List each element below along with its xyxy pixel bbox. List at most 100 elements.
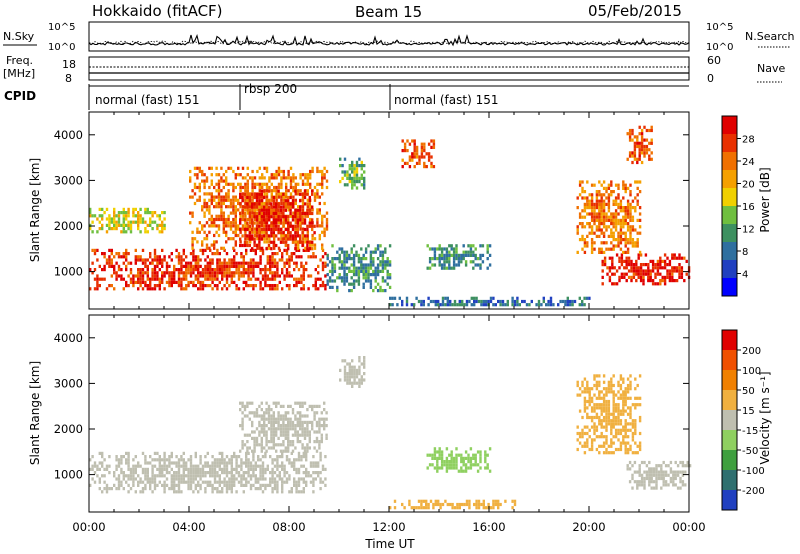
- power-cell-6: [427, 142, 431, 146]
- velocity-cell-5: [631, 438, 635, 442]
- velocity-cell-2: [351, 359, 354, 363]
- power-cell-2: [299, 208, 302, 212]
- power-cell-0: [273, 271, 277, 275]
- power-cell-0: [252, 248, 255, 252]
- power-cell-2: [279, 218, 283, 222]
- power-cell-8: [480, 303, 483, 307]
- velocity-cell-0: [300, 490, 303, 494]
- power-cell-10: [605, 225, 608, 229]
- velocity-cell-1: [311, 427, 314, 431]
- velocity-cell-2: [355, 375, 359, 379]
- power-cell-0: [101, 252, 104, 256]
- velocity-cell-0: [247, 474, 250, 478]
- power-cell-8: [429, 299, 433, 304]
- power-cell-1: [251, 195, 254, 199]
- power-cell-2: [303, 189, 307, 193]
- power-cell-9: [651, 279, 655, 283]
- velocity-cell-0: [271, 490, 274, 494]
- velocity-cell-0: [276, 490, 279, 494]
- power-cell-10: [602, 225, 606, 229]
- power-cell-8: [528, 303, 531, 307]
- velocity-cell-4: [440, 466, 444, 470]
- velocity-cell-0: [163, 490, 166, 494]
- velocity-cell-0: [242, 490, 245, 494]
- power-cell-3: [127, 207, 130, 211]
- velocity-cell-0: [295, 480, 298, 484]
- power-cell-11: [638, 125, 641, 129]
- power-cell-0: [137, 277, 140, 281]
- power-cell-10: [638, 225, 642, 229]
- power-cell-1: [311, 208, 314, 212]
- power-cell-1: [306, 198, 309, 202]
- velocity-cell-3: [497, 499, 500, 503]
- power-cell-4: [372, 269, 375, 273]
- power-cell-7: [486, 250, 489, 254]
- power-cell-0: [271, 284, 274, 288]
- velocity-cell-5: [629, 444, 632, 448]
- power-cell-1: [193, 182, 197, 186]
- power-cell-8: [427, 303, 430, 307]
- velocity-cell-0: [240, 458, 243, 462]
- power-cell-8: [456, 303, 459, 307]
- velocity-cell-3: [425, 499, 428, 503]
- velocity-cell-0: [295, 467, 298, 471]
- velocity-cell-0: [235, 490, 238, 494]
- velocity-cell-1: [272, 411, 275, 415]
- power-cell-7: [448, 257, 451, 261]
- power-cell-5: [360, 167, 363, 171]
- velocity-cell-1: [270, 446, 273, 450]
- power-cell-10: [617, 183, 620, 187]
- power-cell-3: [134, 214, 137, 218]
- velocity-cell-0: [252, 464, 255, 468]
- velocity-cell-6: [628, 480, 632, 484]
- velocity-cell-1: [287, 430, 290, 434]
- power-cell-1: [215, 214, 218, 218]
- power-cell-10: [586, 244, 589, 248]
- velocity-cell-1: [260, 443, 263, 447]
- power-cell-10: [617, 234, 620, 238]
- power-cell-2: [267, 205, 271, 209]
- power-cell-1: [232, 230, 235, 234]
- power-cell-2: [255, 224, 259, 228]
- power-cell-0: [103, 252, 106, 256]
- power-cell-0: [233, 248, 236, 252]
- power-cell-10: [605, 218, 608, 222]
- power-cell-8: [492, 296, 495, 300]
- power-cell-4: [328, 276, 332, 280]
- power-cell-2: [282, 240, 285, 244]
- power-cell-10: [602, 202, 606, 206]
- power-cell-2: [291, 224, 295, 228]
- power-cell-1: [237, 227, 240, 231]
- velocity-cell-1: [320, 417, 323, 421]
- velocity-cell-0: [115, 477, 118, 481]
- power-cell-10: [610, 212, 613, 216]
- power-cell-4: [343, 279, 346, 283]
- power-cell-4: [340, 250, 344, 254]
- velocity-cell-1: [308, 446, 311, 450]
- velocity-cell-1: [260, 408, 263, 412]
- velocity-cell-4: [433, 450, 437, 454]
- power-cell-1: [275, 173, 278, 177]
- power-cell-8: [530, 299, 533, 304]
- velocity-cell-5: [631, 431, 635, 436]
- power-cell-8: [494, 303, 497, 307]
- power-cell-0: [242, 258, 245, 262]
- time-tick-label: 04:00: [172, 520, 205, 534]
- power-cell-4: [386, 282, 389, 286]
- velocity-cell-5: [607, 387, 611, 391]
- velocity-cell-0: [137, 464, 140, 468]
- velocity-cell-3: [499, 502, 502, 507]
- power-cell-11: [650, 151, 653, 155]
- power-cell-1: [222, 173, 225, 177]
- velocity-cell-1: [263, 414, 266, 418]
- power-cell-8: [446, 299, 449, 304]
- power-cell-0: [288, 274, 291, 278]
- power-cell-10: [619, 199, 623, 203]
- velocity-cell-0: [165, 483, 169, 487]
- power-cell-10: [581, 209, 584, 213]
- velocity-cell-5: [638, 374, 642, 378]
- velocity-cell-5: [638, 447, 642, 452]
- power-cell-2: [291, 202, 295, 206]
- velocity-cell-5: [598, 444, 601, 448]
- power-cell-1: [205, 233, 209, 238]
